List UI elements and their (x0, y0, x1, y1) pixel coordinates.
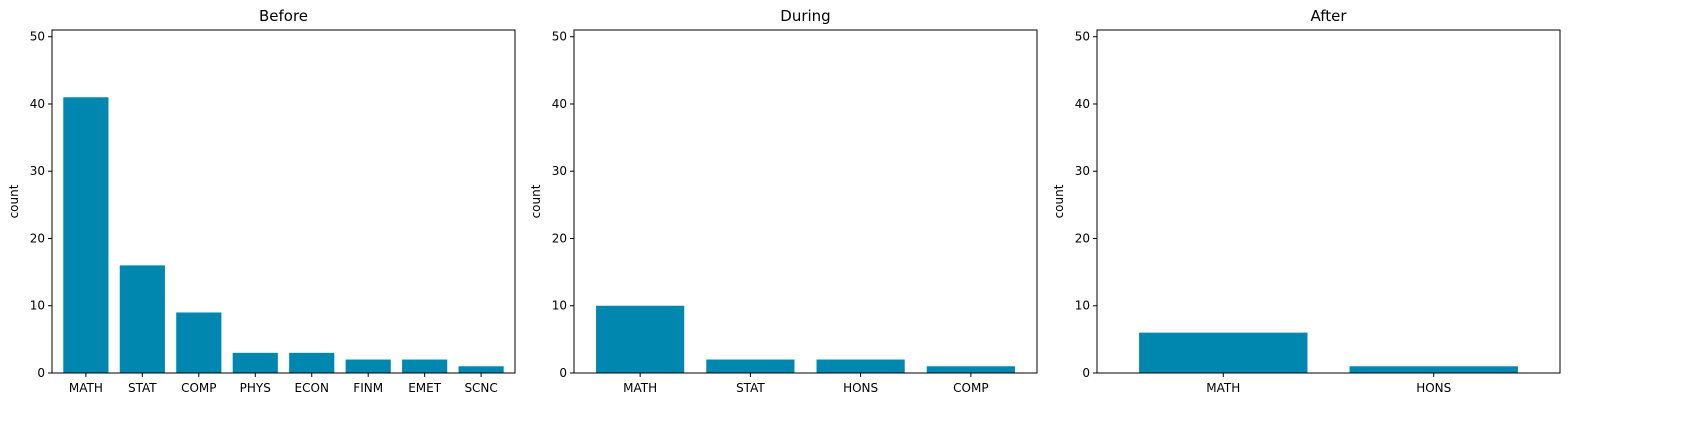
y-tick-label: 40 (30, 97, 45, 111)
bar-series (1139, 332, 1518, 373)
x-tick-label: SCNC (464, 381, 497, 395)
y-tick-label: 50 (552, 30, 567, 44)
y-tick-label: 0 (1082, 366, 1090, 380)
bar-phys (232, 352, 278, 373)
y-tick-label: 50 (1075, 30, 1090, 44)
bar-hons (816, 359, 905, 373)
bar-series (596, 305, 1015, 373)
y-axis-ticks: 0 10 20 30 40 50 (30, 30, 52, 380)
bar-stat (119, 265, 165, 373)
y-tick-label: 10 (552, 299, 567, 313)
subplot-during: 0 10 20 30 40 50 MATH STAT HONS COMP During coun… (529, 7, 1038, 395)
y-axis-label: count (529, 184, 543, 218)
bar-math (1139, 332, 1308, 373)
y-tick-label: 20 (30, 231, 45, 245)
y-tick-label: 30 (552, 164, 567, 178)
bar-comp (926, 366, 1015, 373)
x-tick-label: STAT (128, 381, 157, 395)
subplot-after: 0 10 20 30 40 50 MATH HONS After count (1052, 7, 1561, 395)
y-tick-label: 20 (1075, 231, 1090, 245)
subplot-before: 0 10 20 30 40 50 MATH STAT COMP PHYS ECON FINM EMET… (7, 7, 516, 395)
y-axis-ticks: 0 10 20 30 40 50 (552, 30, 574, 380)
x-tick-label: HONS (843, 381, 878, 395)
x-tick-label: COMP (181, 381, 216, 395)
x-tick-label: EMET (408, 381, 442, 395)
x-axis-ticks: MATH STAT HONS COMP (623, 373, 989, 395)
bar-emet (402, 359, 448, 373)
y-axis-label: count (1052, 184, 1066, 218)
plot-frame (573, 29, 1038, 374)
chart-title: During (780, 7, 830, 25)
plot-frame (1096, 29, 1561, 374)
bar-series (63, 97, 504, 373)
bar-econ (289, 352, 335, 373)
bar-stat (706, 359, 795, 373)
x-tick-label: COMP (953, 381, 988, 395)
y-tick-label: 10 (30, 299, 45, 313)
x-tick-label: ECON (295, 381, 329, 395)
y-tick-label: 20 (552, 231, 567, 245)
chart-title: After (1310, 7, 1347, 25)
bar-finm (345, 359, 391, 373)
y-tick-label: 0 (559, 366, 567, 380)
y-tick-label: 10 (1075, 299, 1090, 313)
x-tick-label: FINM (353, 381, 383, 395)
y-tick-label: 40 (1075, 97, 1090, 111)
bar-hons (1349, 366, 1518, 373)
x-tick-label: STAT (736, 381, 765, 395)
y-tick-label: 0 (37, 366, 45, 380)
x-tick-label: HONS (1416, 381, 1451, 395)
y-tick-label: 40 (552, 97, 567, 111)
x-tick-label: MATH (1206, 381, 1240, 395)
bar-comp (176, 312, 222, 373)
y-axis-label: count (7, 184, 21, 218)
x-tick-label: MATH (69, 381, 103, 395)
y-axis-ticks: 0 10 20 30 40 50 (1075, 30, 1097, 380)
x-axis-ticks: MATH HONS (1206, 373, 1451, 395)
y-tick-label: 30 (30, 164, 45, 178)
x-axis-ticks: MATH STAT COMP PHYS ECON FINM EMET SCNC (69, 373, 498, 395)
plot-frame (51, 29, 516, 374)
y-tick-label: 30 (1075, 164, 1090, 178)
bar-scnc (458, 366, 504, 373)
x-tick-label: PHYS (240, 381, 271, 395)
bar-math (596, 305, 685, 373)
x-tick-label: MATH (623, 381, 657, 395)
chart-title: Before (259, 7, 308, 25)
y-tick-label: 50 (30, 30, 45, 44)
bar-math (63, 97, 109, 373)
